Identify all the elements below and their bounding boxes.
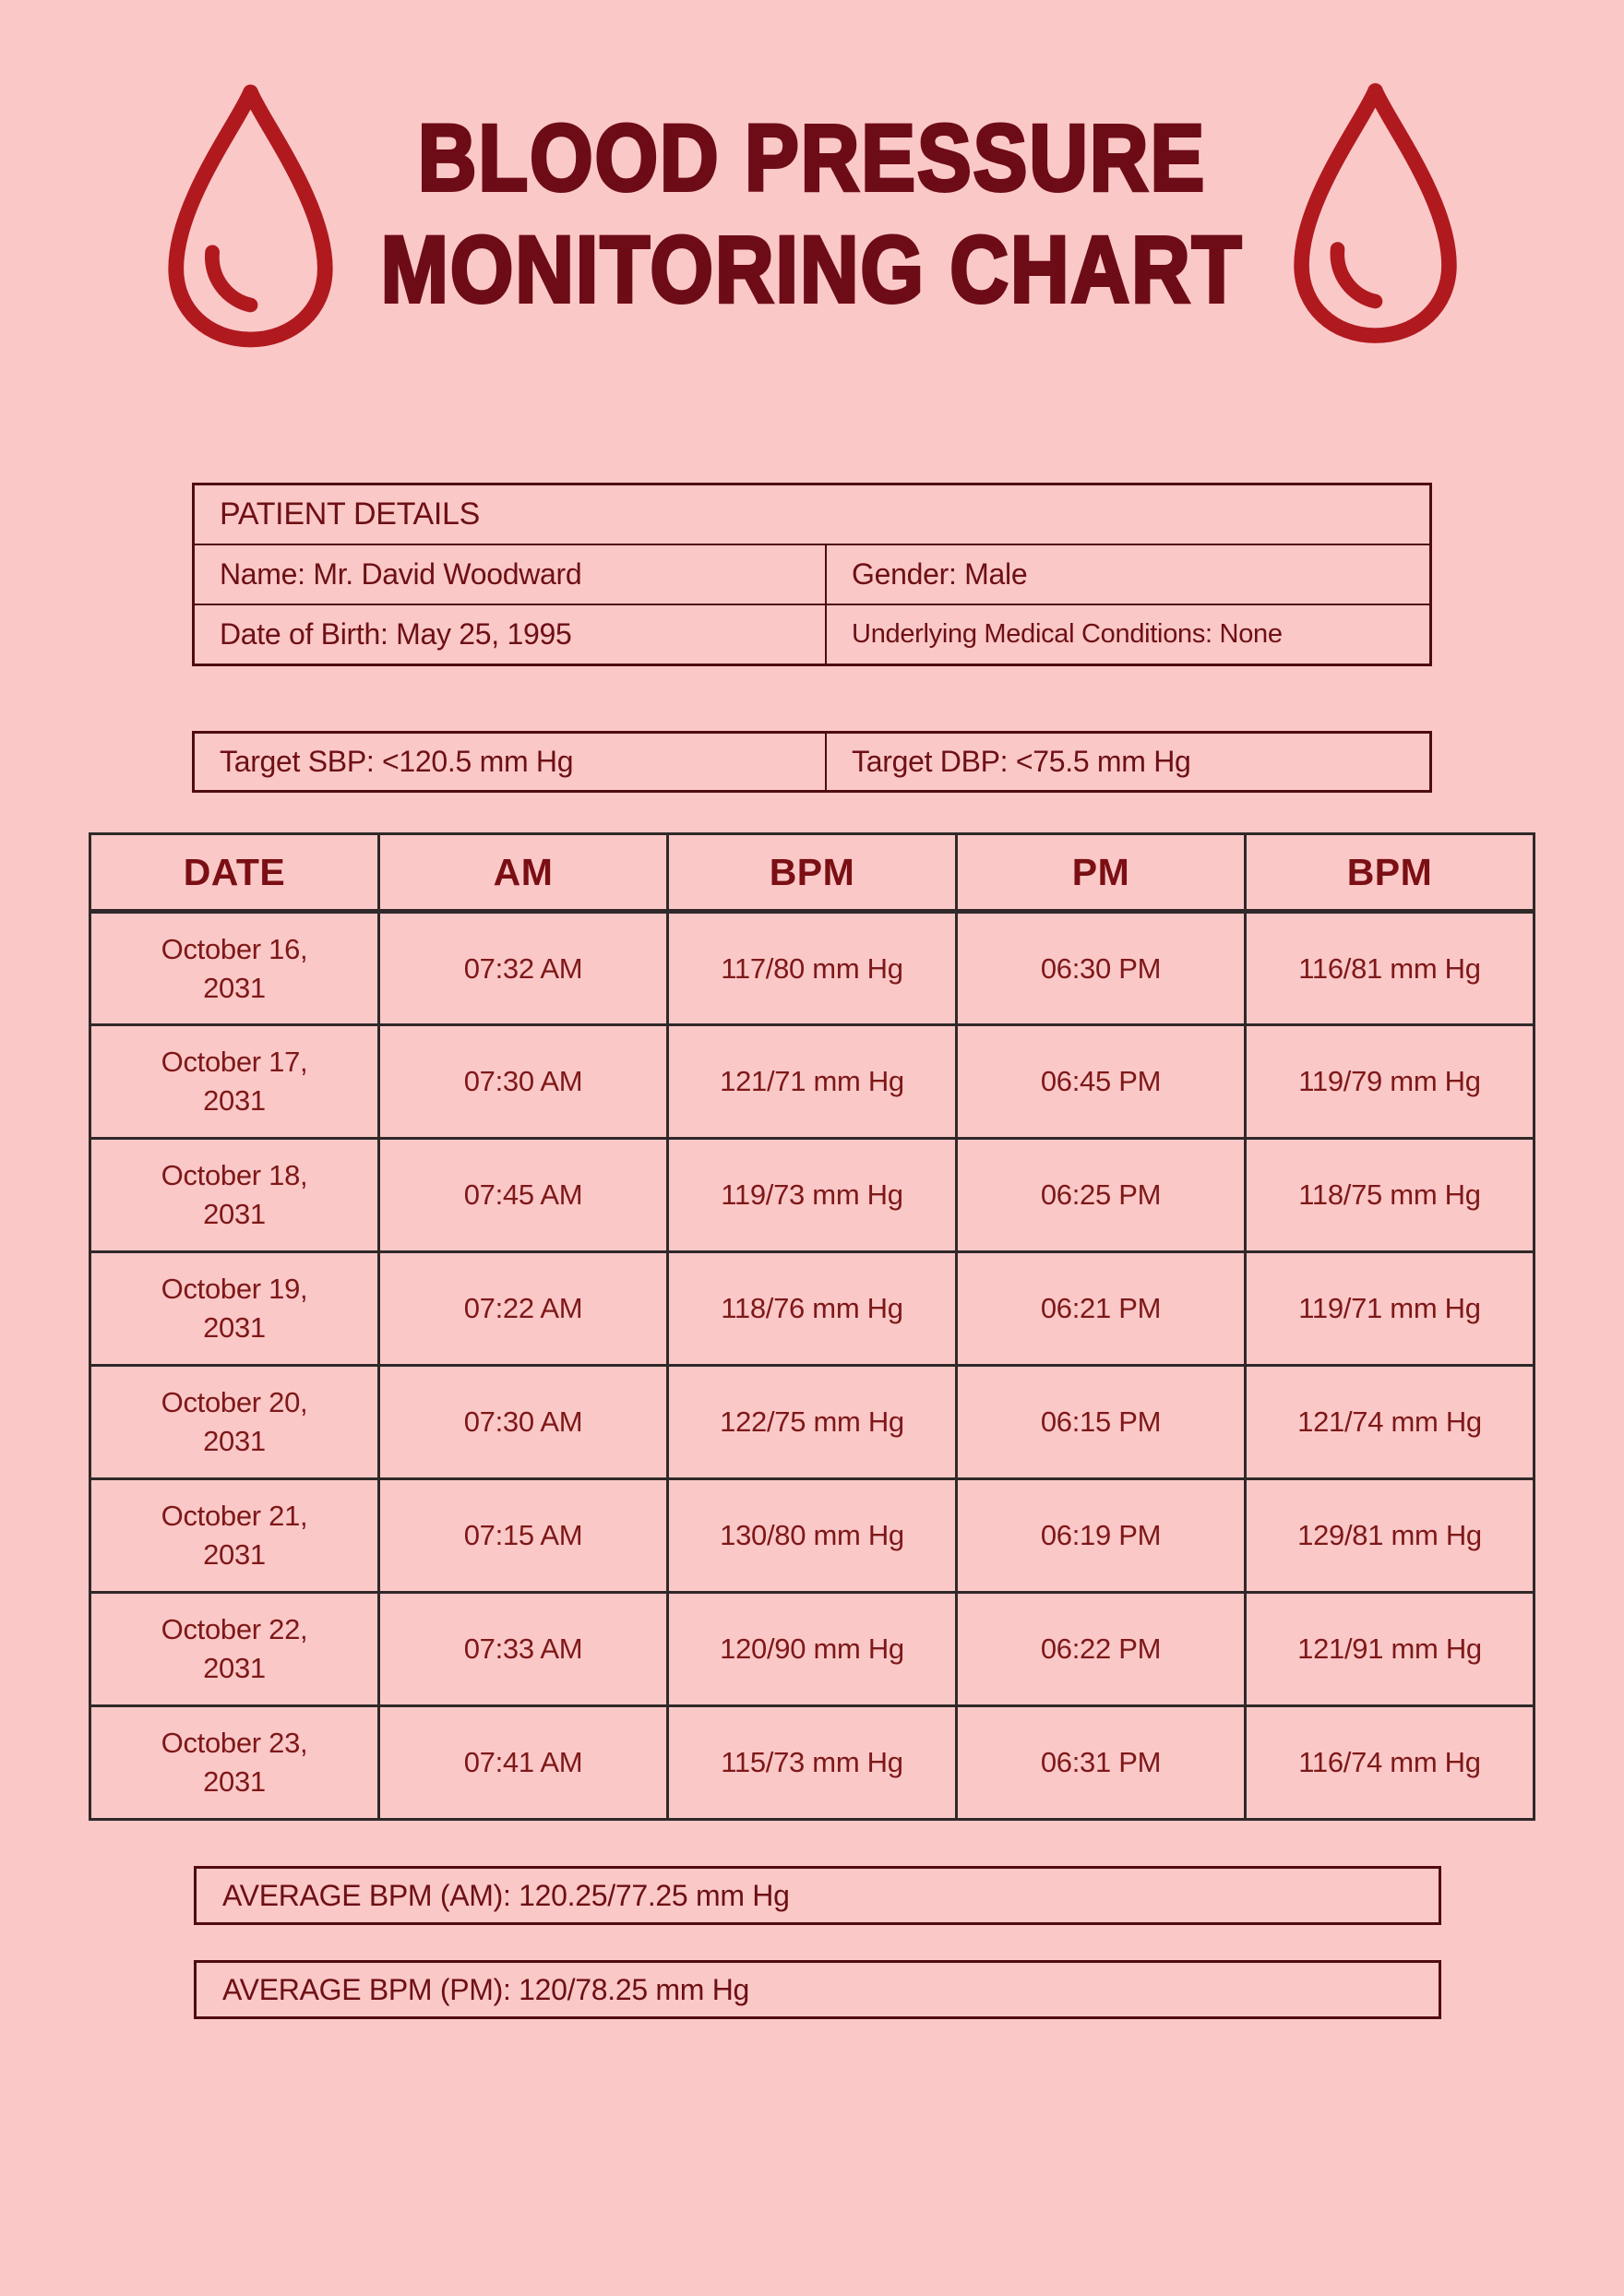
cell-am-bpm: 121/71 mm Hg [666,1023,958,1140]
table-header-row: DATE AM BPM PM BPM [89,832,1535,914]
cell-am-time: 07:30 AM [377,1023,669,1140]
cell-am-time: 07:33 AM [377,1591,669,1707]
patient-name: Name: Mr. David Woodward [195,545,828,604]
cell-date: October 18, 2031 [89,1137,380,1253]
cell-pm-time: 06:30 PM [955,910,1247,1026]
average-bpm-am-box: AVERAGE BPM (AM): 120.25/77.25 mm Hg [194,1866,1441,1925]
patient-details-heading: PATIENT DETAILS [220,496,481,532]
cell-date: October 22, 2031 [89,1591,380,1707]
cell-date: October 17, 2031 [89,1023,380,1140]
cell-pm-bpm: 118/75 mm Hg [1244,1137,1535,1253]
cell-am-bpm: 122/75 mm Hg [666,1364,958,1480]
page-title: BLOOD PRESSURE MONITORING CHART [0,102,1624,327]
target-values-box: Target SBP: <120.5 mm Hg Target DBP: <75… [192,731,1432,793]
patient-row: Date of Birth: May 25, 1995 Underlying M… [195,604,1429,664]
table-row: October 16, 2031 07:32 AM 117/80 mm Hg 0… [89,910,1535,1026]
table-row: October 20, 2031 07:30 AM 122/75 mm Hg 0… [89,1364,1535,1480]
target-sbp: Target SBP: <120.5 mm Hg [195,734,828,790]
cell-pm-time: 06:31 PM [955,1704,1247,1821]
cell-pm-bpm: 116/74 mm Hg [1244,1704,1535,1821]
cell-pm-bpm: 121/74 mm Hg [1244,1364,1535,1480]
table-row: October 18, 2031 07:45 AM 119/73 mm Hg 0… [89,1137,1535,1253]
drop-outline [1294,83,1457,343]
col-header-bpm-pm: BPM [1244,832,1535,914]
cell-am-bpm: 117/80 mm Hg [666,910,958,1026]
col-header-am: AM [377,832,669,914]
drop-outline [168,84,333,348]
col-header-date: DATE [89,832,380,914]
table-row: October 21, 2031 07:15 AM 130/80 mm Hg 0… [89,1477,1535,1594]
page-title-line2: MONITORING CHART [379,214,1244,324]
bp-readings-table: DATE AM BPM PM BPM October 16, 2031 07:3… [89,832,1535,1821]
col-header-pm: PM [955,832,1247,914]
cell-am-bpm: 118/76 mm Hg [666,1250,958,1367]
blood-drop-icon [1294,83,1457,343]
cell-am-bpm: 119/73 mm Hg [666,1137,958,1253]
drop-shine [205,245,258,313]
cell-date: October 16, 2031 [89,910,380,1026]
table-row: October 22, 2031 07:33 AM 120/90 mm Hg 0… [89,1591,1535,1707]
cell-am-bpm: 115/73 mm Hg [666,1704,958,1821]
patient-details-box: PATIENT DETAILS Name: Mr. David Woodward… [192,483,1432,666]
cell-pm-bpm: 116/81 mm Hg [1244,910,1535,1026]
cell-am-bpm: 120/90 mm Hg [666,1591,958,1707]
patient-gender: Gender: Male [852,557,1028,591]
cell-am-time: 07:45 AM [377,1137,669,1253]
drop-shine [1330,242,1383,309]
cell-pm-bpm: 121/91 mm Hg [1244,1591,1535,1707]
col-header-bpm-am: BPM [666,832,958,914]
cell-am-time: 07:15 AM [377,1477,669,1594]
cell-am-time: 07:32 AM [377,910,669,1026]
average-bpm-pm-box: AVERAGE BPM (PM): 120/78.25 mm Hg [194,1960,1441,2019]
cell-pm-time: 06:19 PM [955,1477,1247,1594]
cell-pm-time: 06:25 PM [955,1137,1247,1253]
table-row: October 23, 2031 07:41 AM 115/73 mm Hg 0… [89,1704,1535,1821]
patient-row: Name: Mr. David Woodward Gender: Male [195,544,1429,604]
cell-pm-bpm: 119/71 mm Hg [1244,1250,1535,1367]
cell-pm-bpm: 129/81 mm Hg [1244,1477,1535,1594]
target-dbp: Target DBP: <75.5 mm Hg [852,745,1191,778]
cell-am-bpm: 130/80 mm Hg [666,1477,958,1594]
cell-am-time: 07:22 AM [377,1250,669,1367]
cell-date: October 20, 2031 [89,1364,380,1480]
cell-pm-time: 06:21 PM [955,1250,1247,1367]
cell-am-time: 07:41 AM [377,1704,669,1821]
cell-pm-time: 06:45 PM [955,1023,1247,1140]
cell-date: October 19, 2031 [89,1250,380,1367]
table-row: October 19, 2031 07:22 AM 118/76 mm Hg 0… [89,1250,1535,1367]
cell-pm-time: 06:15 PM [955,1364,1247,1480]
cell-date: October 23, 2031 [89,1704,380,1821]
page-header: BLOOD PRESSURE MONITORING CHART [0,0,1624,483]
cell-date: October 21, 2031 [89,1477,380,1594]
page-title-line1: BLOOD PRESSURE [416,102,1207,212]
cell-pm-time: 06:22 PM [955,1591,1247,1707]
table-row: October 17, 2031 07:30 AM 121/71 mm Hg 0… [89,1023,1535,1140]
blood-drop-icon [168,84,333,348]
patient-dob: Date of Birth: May 25, 1995 [195,605,828,664]
patient-conditions: Underlying Medical Conditions: None [852,619,1283,649]
cell-am-time: 07:30 AM [377,1364,669,1480]
cell-pm-bpm: 119/79 mm Hg [1244,1023,1535,1140]
